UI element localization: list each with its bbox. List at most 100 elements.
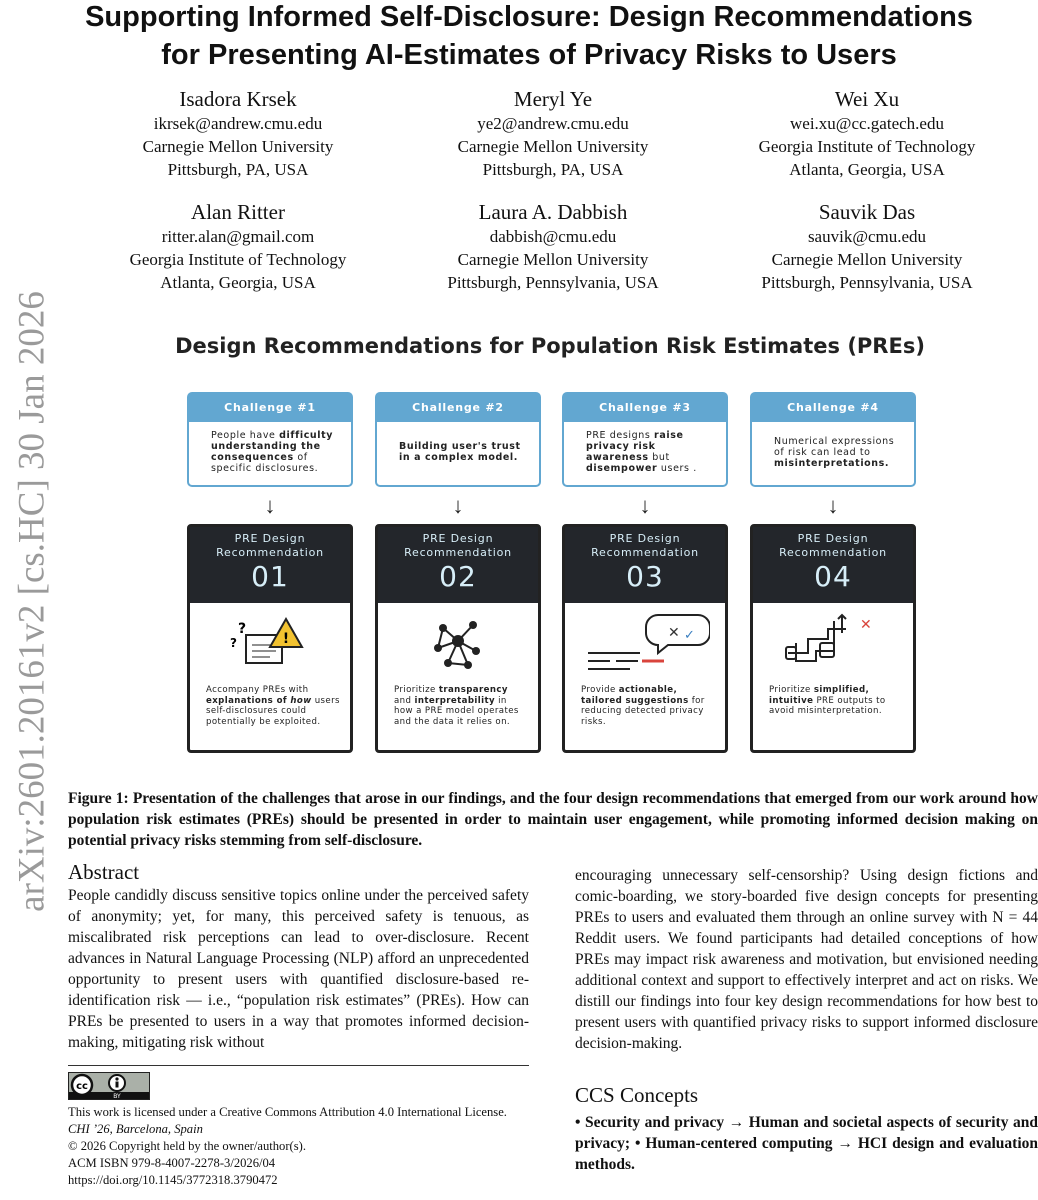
ccs-concepts: • Security and privacy → Human and socie… <box>575 1114 1038 1173</box>
warning-document-icon: ??! <box>190 603 350 683</box>
challenge-label: Challenge #1 <box>189 394 351 422</box>
svg-text:?: ? <box>238 621 246 637</box>
author-block: Wei Xu wei.xu@cc.gatech.edu Georgia Instit… <box>717 86 1017 181</box>
recommendation-card: PRE Design Recommendation 04 ✕ Prioritize s… <box>750 524 916 753</box>
bold-text: difficulty understanding the consequence… <box>211 430 334 463</box>
recommendation-number: 02 <box>439 560 477 593</box>
text: PRE designs <box>586 430 655 441</box>
author-loc: Atlanta, Georgia, USA <box>789 160 945 179</box>
recommendation-number: 03 <box>626 560 664 593</box>
paper-title: Supporting Informed Self-Disclosure: Des… <box>20 0 1038 74</box>
challenge-text: Building user's trust in a complex model… <box>377 422 539 478</box>
svg-text:?: ? <box>230 636 237 650</box>
author-name: Meryl Ye <box>513 87 593 111</box>
network-model-icon <box>378 603 538 683</box>
footnote-divider <box>68 1065 529 1066</box>
recommendation-number: 04 <box>814 560 852 593</box>
recommendation-card: PRE Design Recommendation 03 ✕ ✓ Provide act… <box>562 524 728 753</box>
suggestion-bubble-icon: ✕ ✓ <box>565 603 725 683</box>
author-org: Carnegie Mellon University <box>457 137 649 156</box>
author-name: Alan Ritter <box>191 200 285 224</box>
recommendation-text: Prioritize simplified, intuitive PRE out… <box>753 683 913 717</box>
author-loc: Pittsburgh, PA, USA <box>482 160 624 179</box>
cc-by-license-logo[interactable]: cc BY <box>68 1072 150 1100</box>
simplified-path-icon: ✕ <box>753 603 913 683</box>
lower-section: Figure 1: Presentation of the challenges… <box>68 788 1038 1189</box>
arxiv-stamp: arXiv:2601.20161v2 [cs.HC] 30 Jan 2026 <box>11 291 53 912</box>
isbn: ACM ISBN 979-8-4007-2278-3/2026/04 <box>68 1156 276 1170</box>
challenge-text: PRE designs raise privacy risk awareness… <box>564 422 726 478</box>
recommendation-text: Accompany PREs with explanations of how … <box>190 683 350 727</box>
abstract-heading: Abstract <box>68 860 140 884</box>
abstract-text-right: encouraging unnecessary self-censorship?… <box>575 867 1038 1052</box>
text: and <box>394 695 415 706</box>
license-statement: This work is licensed under a Creative C… <box>68 1105 507 1119</box>
author-name: Isadora Krsek <box>179 87 297 111</box>
text: Numerical expressions of risk can lead t… <box>774 435 895 458</box>
author-name: Sauvik Das <box>818 200 916 224</box>
recommendation-text: Prioritize transparency and interpretabi… <box>378 683 538 727</box>
recommendation-text: Provide actionable, tailored suggestions… <box>565 683 725 727</box>
bold-text: misinterpretations. <box>774 457 890 469</box>
recommendation-header: PRE Design Recommendation 04 <box>753 527 913 603</box>
author-block: Sauvik Das sauvik@cmu.edu Carnegie Mellon … <box>717 199 1017 294</box>
challenge-label: Challenge #3 <box>564 394 726 422</box>
recommendation-header: PRE Design Recommendation 02 <box>378 527 538 603</box>
author-loc: Atlanta, Georgia, USA <box>160 273 316 292</box>
title-line: for Presenting AI-Estimates of Privacy R… <box>161 39 897 71</box>
author-block: Alan Ritter ritter.alan@gmail.com Georgia … <box>88 199 388 294</box>
bold-text: transparency <box>438 685 508 695</box>
challenge-text: Numerical expressions of risk can lead t… <box>752 422 914 478</box>
author-org: Georgia Institute of Technology <box>129 250 347 269</box>
svg-text:✓: ✓ <box>684 628 695 643</box>
challenge-text: People have difficulty understanding the… <box>189 422 351 478</box>
text: Prioritize <box>769 685 814 695</box>
author-email[interactable]: ikrsek@andrew.cmu.edu <box>153 114 323 133</box>
recommendation-number: 01 <box>251 560 289 593</box>
text: users . <box>657 463 697 474</box>
svg-text:!: ! <box>283 631 289 647</box>
text: for reducing detected privacy risks. <box>581 695 705 727</box>
venue: CHI ’26, Barcelona, Spain <box>68 1122 203 1136</box>
author-loc: Pittsburgh, Pennsylvania, USA <box>761 273 973 292</box>
text: of specific disclosures. <box>211 452 319 474</box>
arrow-down-icon: ↓ <box>639 493 651 518</box>
text: People have <box>211 430 280 441</box>
author-email[interactable]: ye2@andrew.cmu.edu <box>477 114 629 133</box>
author-email[interactable]: ritter.alan@gmail.com <box>161 227 315 246</box>
author-name: Wei Xu <box>834 87 900 111</box>
svg-text:✕: ✕ <box>860 617 872 633</box>
bold-text: simplified, intuitive <box>769 685 870 706</box>
author-email[interactable]: sauvik@cmu.edu <box>807 227 927 246</box>
bold-text: actionable, tailored suggestions <box>581 685 689 706</box>
author-org: Carnegie Mellon University <box>142 137 334 156</box>
text: in how a PRE model operates and the data… <box>394 695 519 727</box>
right-column: encouraging unnecessary self-censorship?… <box>575 859 1038 1189</box>
license-block: This work is licensed under a Creative C… <box>68 1104 529 1189</box>
author-block: Isadora Krsek ikrsek@andrew.cmu.edu Carneg… <box>88 86 388 181</box>
svg-text:cc: cc <box>76 1081 88 1092</box>
challenge-label: Challenge #2 <box>377 394 539 422</box>
recommendation-header: PRE Design Recommendation 01 <box>190 527 350 603</box>
author-email[interactable]: wei.xu@cc.gatech.edu <box>790 114 944 133</box>
bold-text: Building user's trust in a complex model… <box>399 441 521 463</box>
text: Prioritize <box>394 685 439 695</box>
author-block: Laura A. Dabbish dabbish@cmu.edu Carnegie … <box>403 199 703 294</box>
recommendation-label: PRE Design Recommendation <box>779 532 887 559</box>
svg-text:✕: ✕ <box>668 625 680 641</box>
challenge-card: Challenge #2 Building user's trust in a c… <box>375 392 541 487</box>
author-org: Carnegie Mellon University <box>457 250 649 269</box>
figure-caption: Figure 1: Presentation of the challenges… <box>68 790 1038 849</box>
doi-link[interactable]: https://doi.org/10.1145/3772318.3790472 <box>68 1173 278 1187</box>
bold-text: raise privacy risk awareness <box>586 430 684 463</box>
recommendation-label: PRE Design Recommendation <box>404 532 512 559</box>
author-org: Georgia Institute of Technology <box>758 137 976 156</box>
arrow-down-icon: ↓ <box>827 493 839 518</box>
copyright: © 2026 Copyright held by the owner/autho… <box>68 1139 306 1153</box>
bold-text: how <box>290 695 312 706</box>
recommendation-card: PRE Design Recommendation 01??! Accompany … <box>187 524 353 753</box>
text: Provide <box>581 685 619 695</box>
svg-text:BY: BY <box>113 1093 121 1099</box>
author-email[interactable]: dabbish@cmu.edu <box>489 227 617 246</box>
